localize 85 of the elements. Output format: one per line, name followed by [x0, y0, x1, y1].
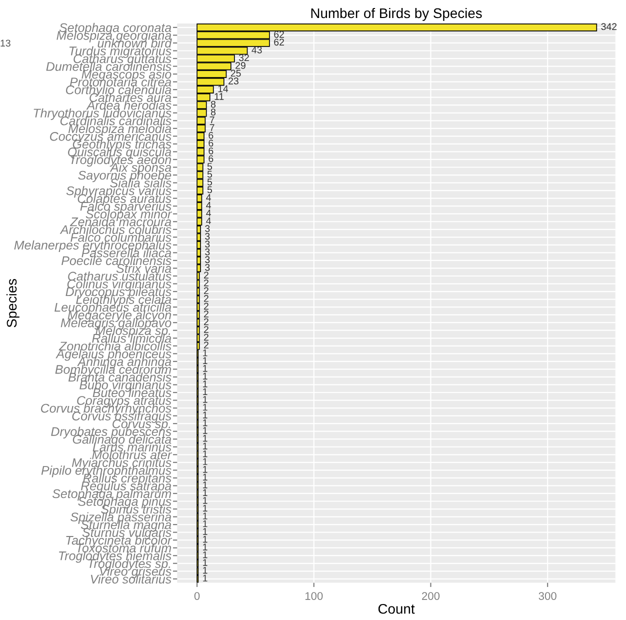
data-label: 6 — [208, 155, 214, 162]
data-label: 23 — [228, 78, 238, 84]
data-label: 1 — [203, 482, 208, 488]
y-tick-label: Archilochus colubris — [60, 224, 172, 234]
data-label: 7 — [210, 116, 214, 124]
data-label: 4 — [206, 194, 211, 201]
data-label: 2 — [204, 342, 208, 348]
data-label: 2 — [204, 334, 208, 341]
data-label: 1 — [203, 512, 208, 520]
data-label: 1 — [203, 404, 208, 411]
data-label: 1 — [203, 528, 208, 535]
data-label: 4 — [206, 217, 211, 224]
data-label: 5 — [207, 170, 212, 178]
data-label: 1 — [203, 388, 208, 396]
data-label: 1 — [203, 442, 208, 450]
data-label: 1 — [203, 412, 208, 418]
data-label: 7 — [210, 124, 214, 131]
x-axis-title: Count — [378, 604, 415, 614]
data-label: 11 — [214, 93, 224, 100]
data-label: 29 — [236, 62, 246, 69]
data-label: 2 — [204, 318, 208, 326]
data-label: 1 — [203, 349, 208, 356]
x-tick-label: 0 — [194, 592, 200, 600]
data-label: 1 — [203, 559, 208, 566]
data-label: 1 — [203, 520, 208, 528]
data-label: 1 — [203, 489, 208, 496]
data-label: 2 — [204, 302, 208, 310]
data-label: 1 — [203, 544, 208, 550]
data-label: 1 — [203, 396, 208, 403]
y-tick-label: Ardea herodias — [86, 100, 172, 110]
data-label: 2 — [204, 279, 208, 286]
data-label: 62 — [274, 38, 284, 46]
data-label: 3 — [205, 240, 210, 248]
data-label: 5 — [207, 163, 212, 170]
data-label: 2 — [204, 295, 208, 302]
data-label: 2 — [204, 326, 208, 333]
data-label: 4 — [206, 210, 211, 216]
data-label: 1 — [203, 372, 208, 380]
data-label: 2 — [204, 287, 208, 294]
data-label: 1 — [203, 566, 208, 574]
data-label: 1 — [203, 380, 208, 388]
data-label: 1 — [203, 427, 208, 434]
data-label: 1 — [203, 365, 208, 372]
data-label: 6 — [208, 147, 214, 154]
data-label: 1 — [203, 434, 208, 442]
data-label: 6 — [208, 132, 214, 139]
data-label: 8 — [210, 100, 216, 108]
data-label: 3 — [205, 256, 210, 264]
data-label: 3 — [205, 264, 210, 271]
y-tick-label: Strix varia — [116, 264, 172, 273]
data-label: 1 — [203, 419, 208, 426]
x-tick-label: 300 — [538, 592, 556, 600]
data-label: 1 — [203, 450, 208, 458]
data-label: 1 — [203, 574, 208, 582]
data-label: 1 — [203, 536, 208, 543]
data-label: 8 — [210, 108, 216, 116]
x-tick-label: 100 — [305, 592, 323, 600]
data-label: 2 — [204, 310, 208, 318]
y-tick-label: Falco columbarius — [70, 232, 172, 242]
x-tick-label: 200 — [422, 592, 440, 600]
data-label: 1 — [203, 497, 208, 504]
data-label: 3 — [205, 248, 210, 256]
data-label: 5 — [207, 178, 212, 186]
data-label: 1 — [203, 551, 208, 558]
data-label: 62 — [274, 30, 284, 38]
text: 13 — [0, 40, 10, 47]
data-label: 3 — [205, 225, 210, 232]
data-label: 1 — [203, 466, 208, 473]
data-label: 1 — [203, 504, 208, 512]
data-label: 342 — [601, 23, 617, 30]
data-label: 3 — [205, 232, 210, 240]
data-label: 2 — [204, 272, 208, 279]
data-label: 43 — [252, 46, 262, 54]
data-label: 4 — [206, 202, 211, 209]
data-label: 14 — [218, 85, 228, 92]
data-label: 1 — [203, 357, 208, 364]
data-label: 1 — [203, 474, 208, 480]
y-axis-title: Species — [6, 278, 20, 328]
data-label: 1 — [203, 458, 208, 465]
data-label: 5 — [207, 186, 212, 194]
data-label: 6 — [208, 140, 214, 147]
chart-title: Number of Birds by Species — [311, 8, 482, 21]
data-label: 25 — [230, 70, 241, 77]
data-label: 32 — [238, 54, 249, 62]
y-tick-label: Molothrus ater — [92, 450, 172, 460]
